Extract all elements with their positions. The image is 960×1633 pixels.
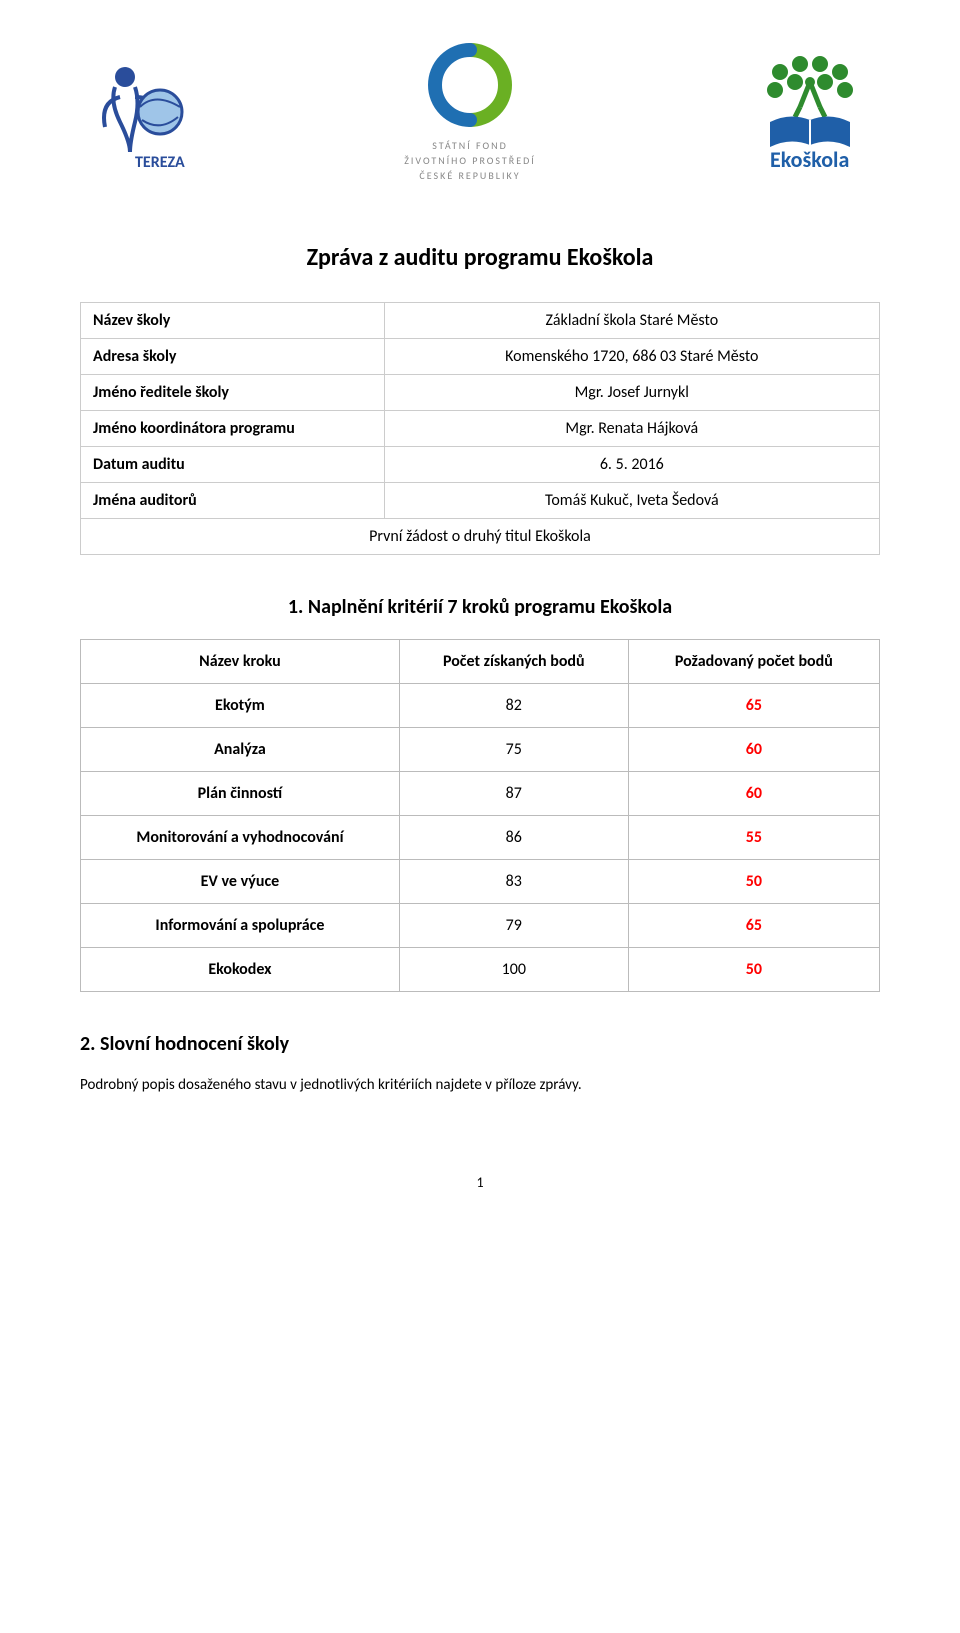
scores-row-name: Informování a spolupráce — [81, 904, 400, 948]
section1-heading: 1. Naplnění kritérií 7 kroků programu Ek… — [80, 595, 880, 619]
scores-row-required: 55 — [628, 816, 879, 860]
svg-text:Ekoškola: Ekoškola — [770, 146, 849, 172]
info-value: Tomáš Kukuč, Iveta Šedová — [384, 483, 879, 519]
scores-row-required: 65 — [628, 904, 879, 948]
scores-row: Ekokodex10050 — [81, 948, 880, 992]
sfzp-line1: STÁTNÍ FOND — [404, 138, 536, 153]
scores-row-score: 86 — [399, 816, 628, 860]
info-row: Datum auditu6. 5. 2016 — [81, 447, 880, 483]
scores-row: Analýza7560 — [81, 728, 880, 772]
scores-row-name: Plán činností — [81, 772, 400, 816]
info-row: Adresa školyKomenského 1720, 686 03 Star… — [81, 339, 880, 375]
scores-row: Ekotým8265 — [81, 684, 880, 728]
info-table: Název školyZákladní škola Staré MěstoAdr… — [80, 302, 880, 555]
scores-row-required: 60 — [628, 772, 879, 816]
info-row: Jméno ředitele školyMgr. Josef Jurnykl — [81, 375, 880, 411]
scores-row-name: Monitorování a vyhodnocování — [81, 816, 400, 860]
page-number: 1 — [80, 1174, 880, 1191]
sfzp-line2: ŽIVOTNÍHO PROSTŘEDÍ — [404, 153, 536, 168]
info-label: Jméno ředitele školy — [81, 375, 385, 411]
header-logos: TEREZA STÁTNÍ FOND ŽIVOTNÍHO PROSTŘEDÍ Č… — [80, 40, 880, 183]
info-value: Komenského 1720, 686 03 Staré Město — [384, 339, 879, 375]
scores-column-header: Počet získaných bodů — [399, 640, 628, 684]
scores-row: Plán činností8760 — [81, 772, 880, 816]
info-fullrow-text: První žádost o druhý titul Ekoškola — [81, 519, 880, 555]
scores-row-score: 87 — [399, 772, 628, 816]
info-value: Mgr. Renata Hájková — [384, 411, 879, 447]
sfzp-text: STÁTNÍ FOND ŽIVOTNÍHO PROSTŘEDÍ ČESKÉ RE… — [404, 138, 536, 183]
logo-sfzp: STÁTNÍ FOND ŽIVOTNÍHO PROSTŘEDÍ ČESKÉ RE… — [370, 40, 570, 183]
section2-heading: 2. Slovní hodnocení školy — [80, 1032, 880, 1056]
footnote: Podrobný popis dosaženého stavu v jednot… — [80, 1076, 880, 1094]
info-label: Jména auditorů — [81, 483, 385, 519]
sfzp-icon — [425, 40, 515, 130]
page-title: Zpráva z auditu programu Ekoškola — [80, 243, 880, 272]
scores-column-header: Název kroku — [81, 640, 400, 684]
info-label: Název školy — [81, 303, 385, 339]
svg-text:TEREZA: TEREZA — [135, 153, 185, 172]
scores-row-score: 83 — [399, 860, 628, 904]
ekoskola-icon: Ekoškola — [740, 52, 880, 172]
scores-row-required: 65 — [628, 684, 879, 728]
scores-row-name: Ekokodex — [81, 948, 400, 992]
scores-row-required: 50 — [628, 948, 879, 992]
scores-row-name: Analýza — [81, 728, 400, 772]
info-row: Název školyZákladní škola Staré Město — [81, 303, 880, 339]
scores-row: Monitorování a vyhodnocování8655 — [81, 816, 880, 860]
scores-row: Informování a spolupráce7965 — [81, 904, 880, 948]
info-label: Datum auditu — [81, 447, 385, 483]
scores-row-required: 50 — [628, 860, 879, 904]
info-value: Základní škola Staré Město — [384, 303, 879, 339]
scores-row-score: 100 — [399, 948, 628, 992]
info-label: Jméno koordinátora programu — [81, 411, 385, 447]
info-row: Jména auditorůTomáš Kukuč, Iveta Šedová — [81, 483, 880, 519]
scores-row: EV ve výuce8350 — [81, 860, 880, 904]
info-label: Adresa školy — [81, 339, 385, 375]
scores-row-score: 82 — [399, 684, 628, 728]
info-value: Mgr. Josef Jurnykl — [384, 375, 879, 411]
info-row: Jméno koordinátora programuMgr. Renata H… — [81, 411, 880, 447]
logo-tereza: TEREZA — [80, 52, 200, 172]
scores-table: Název krokuPočet získaných bodůPožadovan… — [80, 639, 880, 992]
info-value: 6. 5. 2016 — [384, 447, 879, 483]
scores-row-score: 79 — [399, 904, 628, 948]
scores-column-header: Požadovaný počet bodů — [628, 640, 879, 684]
logo-ekoskola: Ekoškola — [740, 52, 880, 172]
sfzp-line3: ČESKÉ REPUBLIKY — [404, 168, 536, 183]
scores-row-required: 60 — [628, 728, 879, 772]
scores-row-name: EV ve výuce — [81, 860, 400, 904]
info-fullrow: První žádost o druhý titul Ekoškola — [81, 519, 880, 555]
scores-row-score: 75 — [399, 728, 628, 772]
scores-row-name: Ekotým — [81, 684, 400, 728]
tereza-icon: TEREZA — [80, 52, 200, 172]
